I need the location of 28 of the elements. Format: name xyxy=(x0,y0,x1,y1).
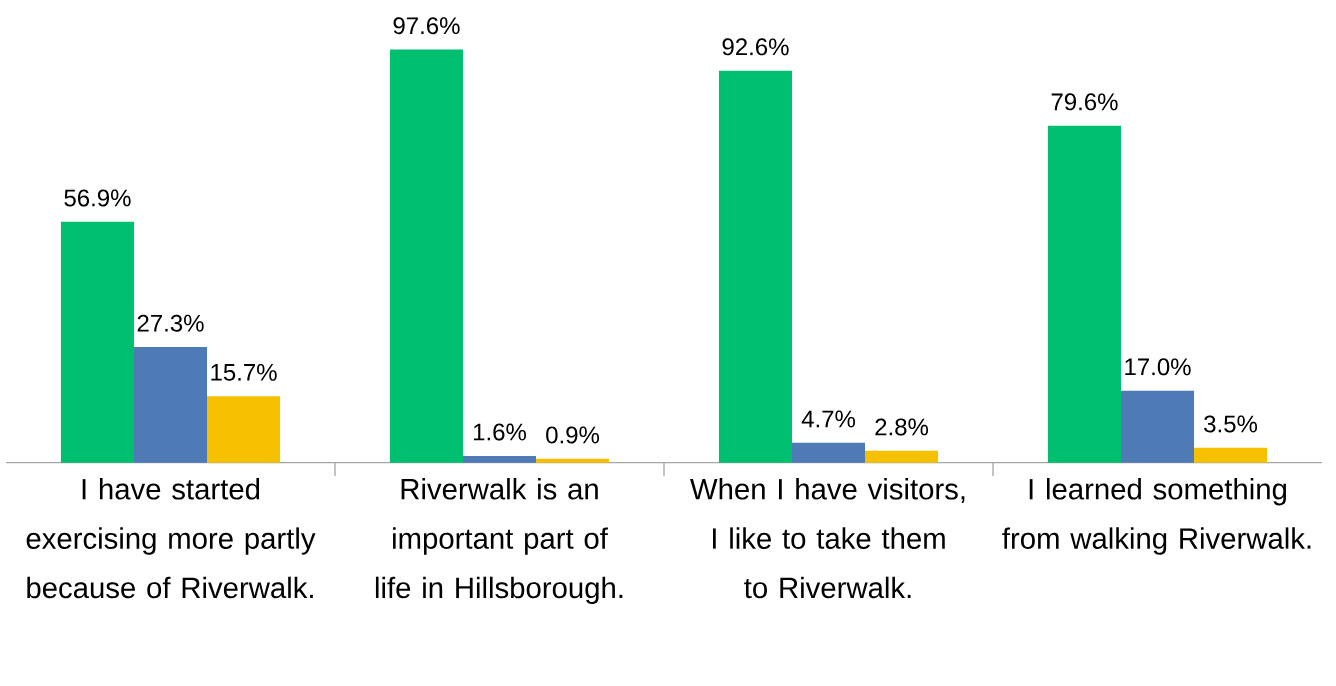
bar xyxy=(60,221,134,463)
x-tick-label: I learned something from walking Riverwalk. xyxy=(1002,478,1311,555)
bar xyxy=(718,70,792,463)
data-label: 0.9% xyxy=(546,426,600,444)
bar xyxy=(207,396,281,463)
data-label: 27.3% xyxy=(137,314,204,332)
data-label: 2.8% xyxy=(875,418,929,436)
data-label: 92.6% xyxy=(722,38,789,56)
bar xyxy=(1120,390,1195,463)
bar xyxy=(1047,125,1121,463)
bar xyxy=(389,49,463,463)
data-label: 17.0% xyxy=(1125,358,1191,376)
data-label: 79.6% xyxy=(1051,93,1118,111)
data-label: 56.9% xyxy=(64,189,131,207)
data-label: 97.6% xyxy=(393,17,460,35)
bar xyxy=(133,347,208,463)
x-tick-label: Riverwalk is an important part of life in Hillsborough. xyxy=(375,478,623,605)
bar xyxy=(791,442,866,463)
x-tick-label: When I have visitors, I like to take them to Riverwalk. xyxy=(690,478,965,599)
data-label: 1.6% xyxy=(473,423,526,441)
bar xyxy=(865,450,939,463)
data-label: 3.5% xyxy=(1204,415,1258,433)
bar xyxy=(1194,447,1268,463)
bar xyxy=(536,458,610,463)
bar xyxy=(462,455,537,463)
data-label: 15.7% xyxy=(211,363,277,381)
data-label: 4.7% xyxy=(801,410,856,428)
x-tick-label: I have started exercising more partly because of Riverwalk. xyxy=(26,478,316,599)
